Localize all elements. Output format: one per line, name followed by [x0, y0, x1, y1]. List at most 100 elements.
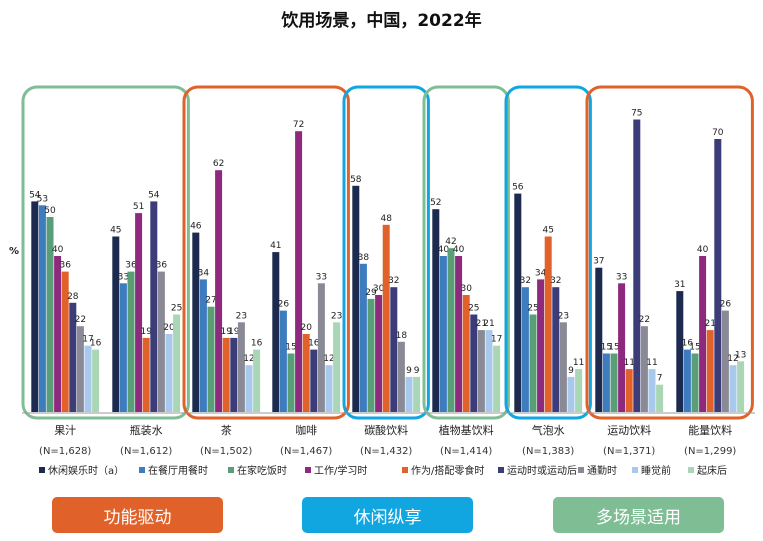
data-label: 16	[90, 339, 102, 349]
sample-size-label: (N=1,414)	[440, 446, 492, 457]
data-label: 54	[29, 190, 41, 200]
legend-label: 休闲娱乐时（a）	[48, 464, 124, 477]
data-label: 45	[542, 226, 553, 236]
bar	[721, 310, 729, 412]
group-frame-0	[21, 85, 190, 420]
bar	[352, 185, 360, 412]
bar	[61, 271, 69, 412]
bar	[119, 283, 127, 412]
bar	[405, 376, 413, 412]
group-frame-3	[422, 85, 510, 420]
bar	[46, 217, 54, 412]
data-label: 11	[623, 358, 634, 368]
data-label: 28	[67, 292, 79, 302]
data-label: 25	[171, 304, 182, 314]
bar	[150, 201, 158, 412]
data-label: 7	[657, 374, 663, 384]
legend: 休闲娱乐时（a） 在餐厅用餐时 在家吃饭时 工作/学习时 作为/搭配零食时 运动时或运动后…	[39, 464, 727, 477]
bar	[493, 345, 501, 412]
data-label: 54	[148, 190, 160, 200]
group-frame-5	[585, 85, 754, 420]
bar	[272, 252, 280, 412]
data-label: 32	[388, 276, 399, 286]
badge-leisure: 休闲纵享	[302, 497, 473, 533]
category-label: 瓶装水	[130, 423, 163, 437]
data-label: 18	[396, 331, 408, 341]
bar	[567, 376, 575, 412]
data-label: 34	[535, 268, 547, 278]
bar	[656, 384, 664, 412]
bar	[714, 139, 722, 412]
data-label: 34	[198, 268, 210, 278]
bar	[699, 256, 707, 412]
legend-label: 运动时或运动后	[507, 465, 577, 477]
bar	[477, 330, 485, 412]
legend-swatch	[688, 467, 694, 473]
data-label: 36	[59, 261, 71, 271]
data-label: 23	[236, 311, 247, 321]
bar	[295, 131, 303, 412]
data-label: 21	[704, 319, 715, 329]
legend-swatch	[632, 467, 638, 473]
bar	[462, 295, 470, 412]
data-label: 72	[293, 120, 304, 130]
data-label: 12	[323, 354, 334, 364]
bar	[367, 298, 375, 412]
sample-size-label: (N=1,467)	[280, 446, 332, 457]
data-label: 32	[550, 276, 561, 286]
data-label: 15	[601, 343, 612, 353]
bar	[302, 334, 310, 412]
data-label: 42	[445, 237, 456, 247]
bar	[157, 271, 165, 412]
sample-size-label: (N=1,432)	[360, 446, 412, 457]
data-label: 62	[213, 159, 224, 169]
data-label: 19	[228, 327, 240, 337]
legend-swatch	[498, 467, 504, 473]
data-label: 33	[316, 272, 327, 282]
bar	[253, 349, 261, 412]
data-label: 22	[639, 315, 650, 325]
data-label: 70	[712, 128, 724, 138]
bar	[544, 236, 552, 412]
bar	[470, 314, 478, 412]
group-frame-2	[342, 85, 430, 420]
bar	[575, 369, 583, 412]
category-label: 咖啡	[295, 423, 317, 437]
sample-size-label: (N=1,628)	[39, 446, 91, 457]
data-label: 26	[720, 300, 732, 310]
legend-label: 睡觉前	[641, 464, 671, 477]
bar	[625, 369, 633, 412]
data-label: 33	[118, 272, 129, 282]
category-label: 能量饮料	[688, 423, 732, 437]
data-label: 26	[278, 300, 290, 310]
bar	[602, 353, 610, 412]
data-label: 20	[163, 323, 175, 333]
bar	[92, 349, 100, 412]
legend-label: 起床后	[697, 464, 727, 477]
data-label: 15	[285, 343, 296, 353]
bar	[359, 263, 367, 412]
group-frame-1	[182, 85, 350, 420]
bar	[676, 291, 684, 412]
bar	[529, 314, 537, 412]
sample-size-label: (N=1,383)	[522, 446, 574, 457]
category-label: 碳酸饮料	[364, 423, 408, 437]
legend-label: 在家吃饭时	[237, 464, 287, 477]
bar	[142, 337, 150, 412]
bar	[683, 349, 691, 412]
category-label: 果汁	[54, 424, 76, 437]
data-label: 9	[568, 366, 574, 376]
legend-label: 作为/搭配零食时	[411, 464, 484, 477]
legend-swatch	[39, 467, 45, 473]
sample-size-label: (N=1,299)	[684, 446, 736, 457]
bar	[127, 271, 135, 412]
data-label: 58	[350, 175, 362, 185]
bar	[54, 256, 62, 412]
group-frames	[21, 85, 754, 420]
bar	[447, 248, 455, 412]
data-label: 33	[616, 272, 627, 282]
bar	[215, 170, 223, 412]
bar	[333, 322, 341, 412]
data-label: 16	[308, 339, 320, 349]
